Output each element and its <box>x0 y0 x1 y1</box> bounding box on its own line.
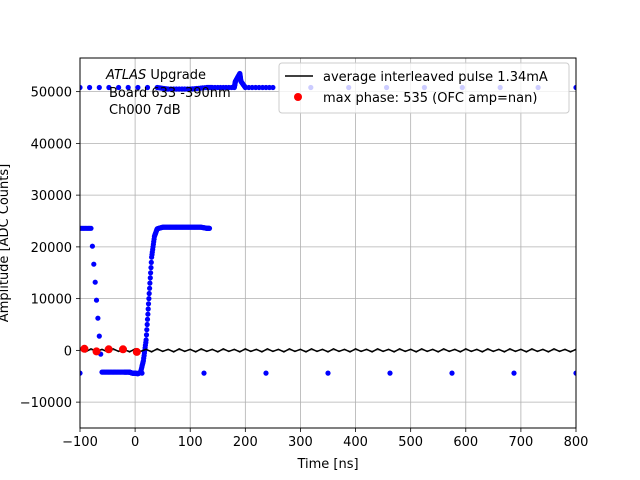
atlas-annotation: ATLAS Upgrade Board 633 -390nm Ch000 7dB <box>105 68 231 118</box>
y-tick-label: 30000 <box>31 189 72 204</box>
blue-sample-point <box>143 332 150 338</box>
blue-sample-point <box>125 84 131 91</box>
max-phase-marker <box>119 345 127 354</box>
blue-sample-point <box>87 84 93 91</box>
blue-sample-point <box>145 306 151 312</box>
blue-sample-point <box>573 84 576 91</box>
max-phase-marker <box>92 347 101 356</box>
x-tick-label: 700 <box>508 435 533 450</box>
blue-sample-point <box>89 243 95 249</box>
y-axis-label: Amplitude [ADC Counts] <box>0 164 12 322</box>
atlas-label: ATLAS <box>105 68 146 83</box>
legend-entry-max-phase: max phase: 535 (OFC amp=nan) <box>323 91 537 106</box>
blue-sample-point <box>511 370 517 376</box>
y-tick-label: 40000 <box>31 137 72 152</box>
blue-sample-point <box>93 297 100 303</box>
blue-sample-point <box>139 370 145 376</box>
blue-sample-point <box>387 370 393 376</box>
blue-sample-point <box>573 370 576 376</box>
legend-box <box>278 62 570 114</box>
blue-sample-point <box>80 84 83 91</box>
legend: average interleaved pulse 1.34mA max pha… <box>278 62 570 114</box>
blue-sample-point <box>148 259 154 265</box>
blue-sample-point <box>147 285 153 291</box>
blue-sample-point <box>96 84 102 91</box>
x-tick-label: 0 <box>131 435 139 450</box>
blue-sample-point <box>91 261 97 267</box>
atlas-annotation-line2: Board 633 -390nm <box>109 86 231 101</box>
legend-entry-average-pulse: average interleaved pulse 1.34mA <box>323 70 548 85</box>
blue-sample-point <box>146 296 152 302</box>
x-tick-label: 800 <box>564 435 589 450</box>
average-pulse-line <box>80 347 576 353</box>
x-tick-label: −100 <box>62 435 98 450</box>
atlas-annotation-line3: Ch000 7dB <box>109 103 181 118</box>
x-tick-label: 200 <box>233 435 258 450</box>
ticks: −100 0 100 200 300 400 500 600 700 800 −10000 0 1000… <box>20 86 589 450</box>
blue-sample-point <box>147 280 153 286</box>
x-tick-label: 400 <box>343 435 368 450</box>
y-tick-label: 20000 <box>31 241 72 256</box>
plot-clipped-group <box>80 70 576 377</box>
legend-marker-swatch <box>294 93 302 101</box>
blue-sample-point <box>144 84 151 91</box>
y-tick-label: 50000 <box>31 86 72 101</box>
blue-sample-point <box>201 370 207 376</box>
blue-sample-point <box>325 370 331 376</box>
y-tick-label: −10000 <box>20 396 72 411</box>
x-tick-label: 600 <box>453 435 478 450</box>
blue-sample-point <box>144 327 150 333</box>
blue-sample-point <box>135 84 141 91</box>
blue-sample-point <box>80 370 83 376</box>
blue-sample-point <box>270 84 276 91</box>
axes-frame <box>79 57 577 429</box>
blue-sample-point <box>148 270 154 276</box>
blue-sample-point <box>88 225 94 231</box>
x-axis-label: Time [ns] <box>296 457 358 472</box>
upgrade-label: Upgrade <box>146 68 206 83</box>
blue-sample-point <box>145 301 152 307</box>
x-tick-label: 300 <box>288 435 313 450</box>
blue-sample-point <box>145 311 151 317</box>
y-tick-label: 10000 <box>31 293 72 308</box>
blue-sample-point <box>144 321 150 328</box>
blue-sample-point <box>148 265 154 271</box>
x-tick-label: 500 <box>398 435 423 450</box>
blue-sample-point <box>144 316 151 322</box>
plot-area <box>80 70 576 377</box>
blue-sample-point <box>147 275 153 281</box>
blue-sample-point <box>96 333 102 339</box>
blue-sample-point <box>146 290 152 297</box>
blue-sample-point <box>449 370 455 376</box>
max-phase-marker <box>104 345 113 354</box>
y-tick-label: 0 <box>64 344 72 359</box>
blue-sample-point <box>92 279 98 285</box>
blue-sample-point <box>116 84 122 91</box>
max-phase-marker <box>132 347 141 356</box>
atlas-annotation-line1: ATLAS Upgrade <box>105 68 206 83</box>
blue-sample-point <box>263 370 269 376</box>
x-tick-label: 100 <box>178 435 203 450</box>
blue-sample-point <box>106 84 112 91</box>
blue-sample-point <box>143 337 149 343</box>
max-phase-marker <box>80 344 89 353</box>
blue-sample-point <box>206 225 213 231</box>
blue-sample-point <box>95 315 101 321</box>
